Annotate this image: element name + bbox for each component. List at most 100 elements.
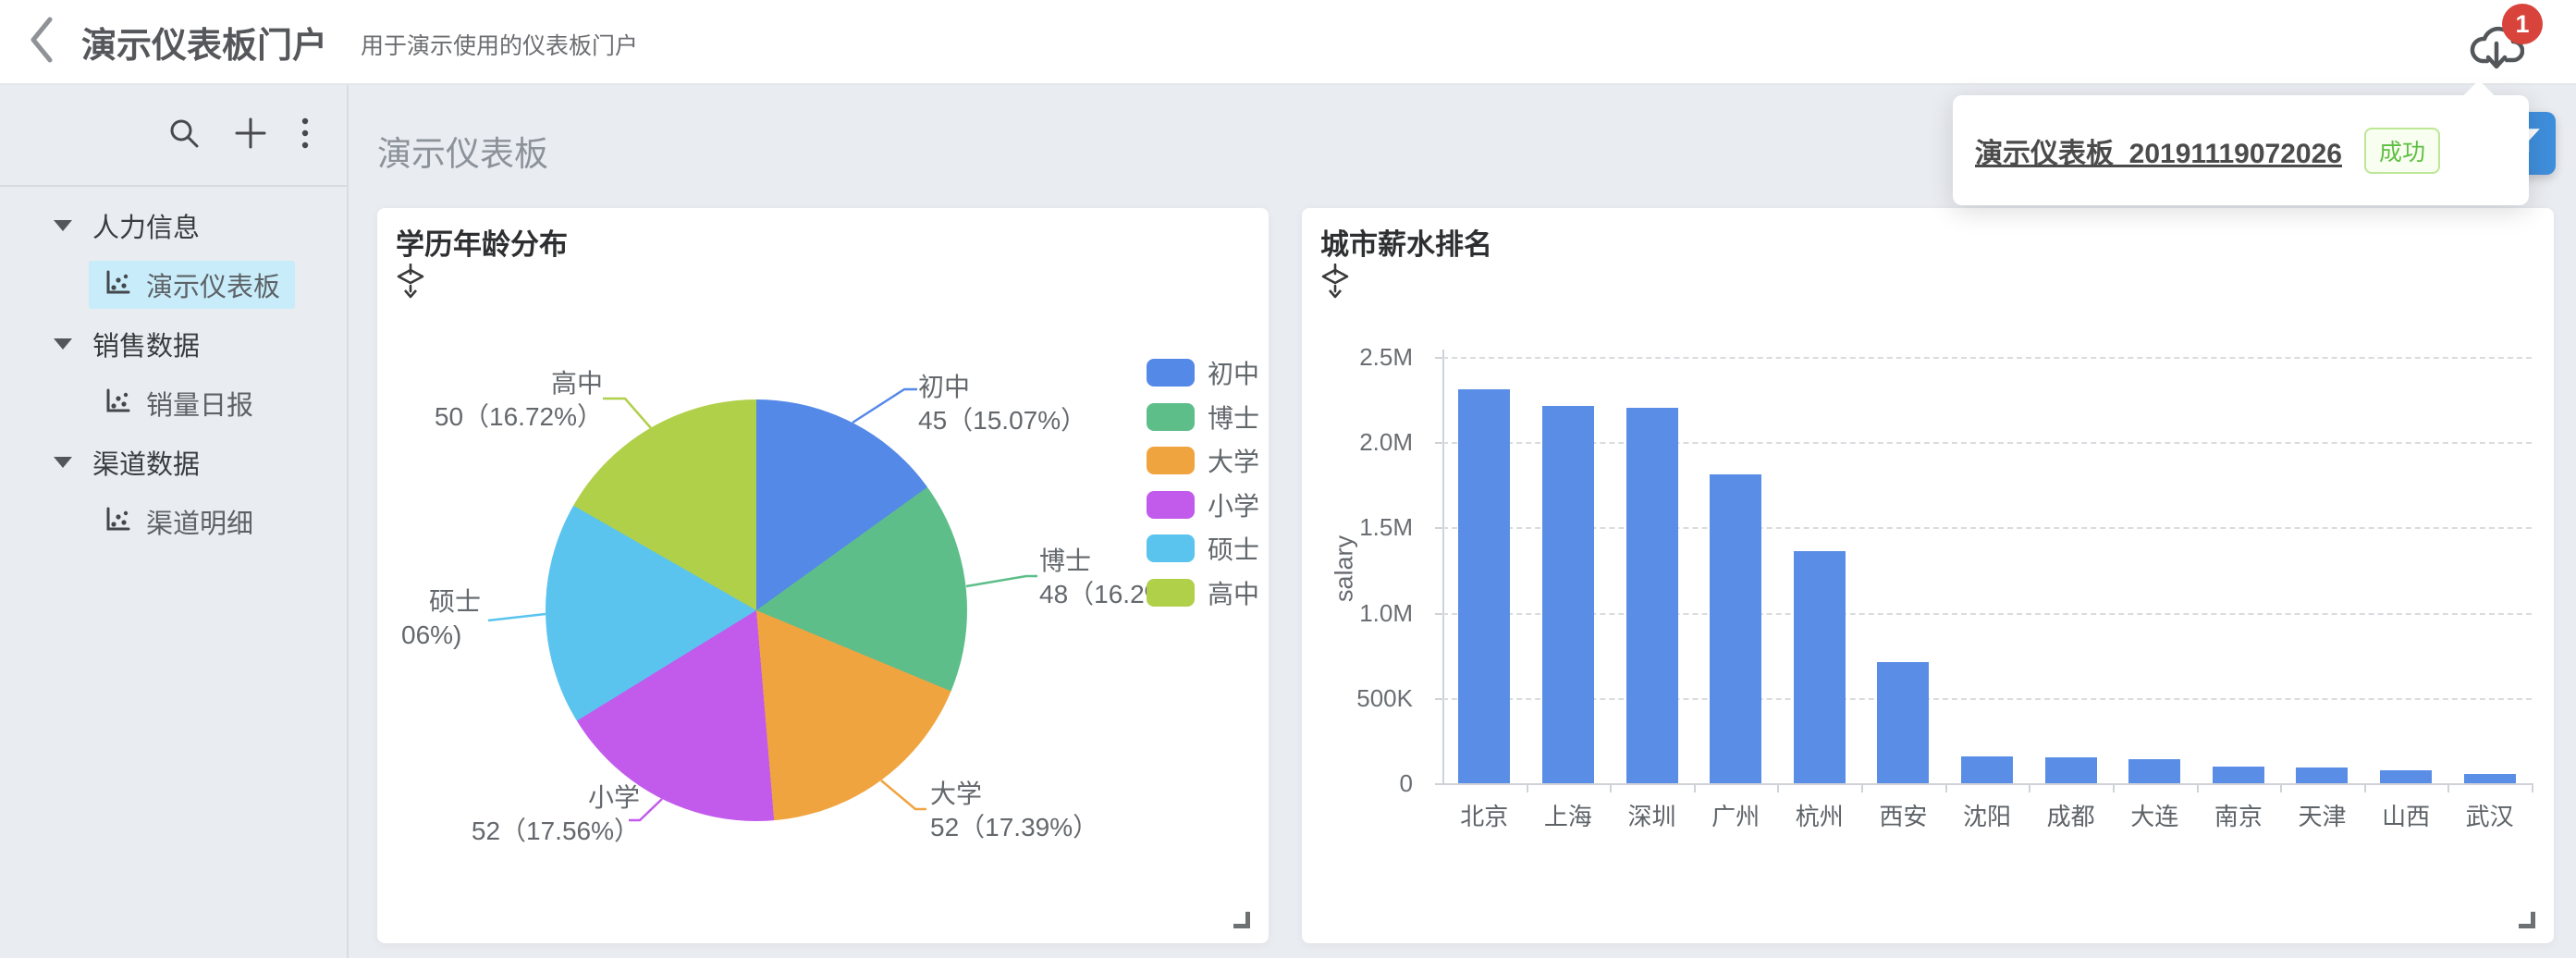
- x-axis-label: 广州: [1711, 803, 1760, 830]
- pie-label-university: 大学 52（17.39%）: [930, 780, 1099, 841]
- x-axis-line: [1442, 783, 2532, 785]
- legend-swatch: [1147, 578, 1195, 607]
- tree-group-sales[interactable]: 销售数据: [0, 314, 347, 374]
- page-subtitle: 用于演示使用的仪表板门户: [361, 33, 639, 59]
- bar[interactable]: [1877, 662, 1930, 783]
- pie-label-master: 硕士: [429, 587, 482, 616]
- status-badge: 成功: [2363, 127, 2440, 174]
- gridline: [1442, 697, 2532, 700]
- bar[interactable]: [1710, 474, 1762, 783]
- pie-label-senior-high: 高中 50（16.72%）: [434, 369, 603, 431]
- back-button[interactable]: [26, 16, 63, 68]
- x-tick-mark: [1777, 783, 1780, 792]
- bar-chart-title: 城市薪水排名: [1320, 228, 1492, 261]
- bar[interactable]: [1793, 551, 1846, 783]
- x-tick-mark: [1526, 783, 1528, 792]
- y-tick-label: 1.0M: [1359, 598, 1413, 627]
- bar[interactable]: [2296, 768, 2349, 783]
- y-tick-label: 0: [1399, 769, 1413, 797]
- legend-swatch: [1147, 359, 1195, 387]
- bar[interactable]: [2212, 766, 2264, 783]
- bar[interactable]: [1961, 756, 2013, 783]
- x-axis-label: 武汉: [2465, 803, 2514, 830]
- legend-label: 大学: [1208, 448, 1260, 476]
- legend-label: 博士: [1208, 403, 1260, 433]
- add-button[interactable]: [234, 117, 267, 154]
- drill-down-icon[interactable]: [1320, 263, 1350, 305]
- y-tick-mark: [1435, 357, 1442, 359]
- x-tick-mark: [2112, 783, 2115, 792]
- tree-group-label: 销售数据: [92, 332, 201, 362]
- kebab-menu-icon: [301, 117, 310, 154]
- gridline: [1442, 527, 2532, 530]
- tree-item-demo-dashboard[interactable]: 演示仪表板: [0, 255, 347, 314]
- x-tick-mark: [1944, 783, 1947, 792]
- legend-item[interactable]: 大学: [1147, 442, 1259, 479]
- collapse-arrow-icon[interactable]: [54, 457, 72, 468]
- y-tick-mark: [1435, 783, 1442, 785]
- page-title: 演示仪表板门户: [81, 26, 328, 66]
- pie-label-junior-high: 初中 45（15.07%）: [918, 373, 1087, 435]
- y-axis-title: salary: [1330, 534, 1358, 603]
- card-resize-handle[interactable]: [2519, 912, 2535, 928]
- export-notification-popup: 演示仪表板_20191119072026 成功: [1953, 80, 2529, 205]
- bar[interactable]: [1458, 389, 1511, 783]
- popup-arrow: [2461, 80, 2496, 115]
- legend-swatch: [1147, 402, 1195, 431]
- pie-chart-title: 学历年龄分布: [396, 228, 568, 261]
- tree-item-label: 演示仪表板: [146, 273, 281, 302]
- dashboard-heading: 演示仪表板: [377, 135, 548, 173]
- x-tick-mark: [2280, 783, 2283, 792]
- gridline: [1442, 612, 2532, 615]
- x-axis-label: 南京: [2214, 803, 2263, 830]
- y-tick-label: 2.0M: [1359, 428, 1413, 457]
- scatter-chart-icon: [104, 269, 131, 301]
- pie-label-primary: 小学 52（17.56%）: [471, 783, 640, 845]
- tree-group-channel[interactable]: 渠道数据: [0, 433, 347, 492]
- bar[interactable]: [1541, 406, 1594, 783]
- legend-item[interactable]: 博士: [1147, 399, 1259, 436]
- bar[interactable]: [2463, 774, 2516, 783]
- collapse-arrow-icon[interactable]: [54, 220, 72, 231]
- x-tick-mark: [2447, 783, 2450, 792]
- x-tick-mark: [1610, 783, 1613, 792]
- search-button[interactable]: [167, 117, 201, 154]
- bar[interactable]: [2044, 756, 2097, 783]
- gridline: [1442, 357, 2532, 359]
- bar[interactable]: [2380, 769, 2433, 783]
- legend-item[interactable]: 小学: [1147, 486, 1259, 523]
- tree-item-sales-daily[interactable]: 销量日报: [0, 374, 347, 433]
- legend-item[interactable]: 硕士: [1147, 530, 1259, 567]
- tree-group-hr[interactable]: 人力信息: [0, 196, 347, 255]
- export-notifications-button[interactable]: 1: [2465, 4, 2545, 74]
- bar[interactable]: [1625, 408, 1678, 783]
- pie-chart[interactable]: [546, 399, 967, 821]
- bar-plot-area: salary 2.5M 2.0M 1.5M 1.0M 500K 0 北京 上海 深圳 广州 杭州 西安…: [1302, 208, 2554, 943]
- legend-swatch: [1147, 447, 1195, 474]
- legend-item[interactable]: 高中: [1147, 574, 1259, 611]
- x-axis-label: 上海: [1543, 803, 1592, 830]
- x-axis-label: 杭州: [1795, 803, 1844, 830]
- gridline: [1442, 442, 2532, 445]
- sidebar: 人力信息 演示仪表板 销售数据 销量日报: [0, 85, 349, 958]
- tree-group-label: 渠道数据: [92, 450, 201, 480]
- collapse-arrow-icon[interactable]: [54, 338, 72, 350]
- x-axis-label: 成都: [2046, 803, 2095, 830]
- legend-item[interactable]: 初中: [1147, 354, 1259, 391]
- bar-chart-card: 城市薪水排名 salary 2.5M 2.0M 1.5M 1.0M 500K 0 北京 上海 深…: [1302, 208, 2554, 943]
- bar[interactable]: [2128, 758, 2181, 783]
- x-axis-label: 沈阳: [1962, 803, 2011, 830]
- search-icon: [167, 117, 201, 154]
- export-file-link[interactable]: 演示仪表板_20191119072026: [1975, 138, 2342, 169]
- scatter-chart-icon: [104, 506, 131, 538]
- sidebar-toolbar: [0, 85, 347, 187]
- legend-swatch: [1147, 490, 1195, 519]
- legend-label: 硕士: [1208, 535, 1260, 564]
- more-button[interactable]: [301, 117, 310, 154]
- tree-item-channel-detail[interactable]: 渠道明细: [0, 492, 347, 551]
- card-resize-handle[interactable]: [1233, 912, 1250, 928]
- legend-label: 初中: [1208, 360, 1260, 388]
- drill-down-icon[interactable]: [396, 263, 425, 305]
- dashboard-tree: 人力信息 演示仪表板 销售数据 销量日报: [0, 187, 347, 551]
